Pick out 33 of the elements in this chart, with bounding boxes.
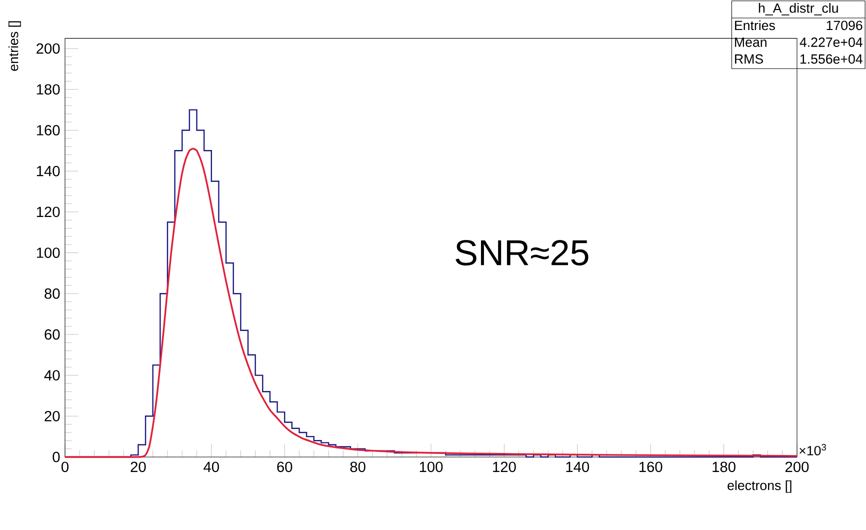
x-tick-label: 100 [420, 462, 443, 472]
x-tick-label: 180 [712, 462, 736, 472]
x-axis-title: electrons [] [728, 480, 792, 493]
annotation: RMS [735, 54, 763, 64]
y-axis-title: entries [] [8, 21, 21, 71]
x-tick-label: 120 [493, 462, 516, 472]
y-tick-label: 0 [52, 452, 60, 462]
y-tick-label: 20 [44, 410, 60, 422]
text: 17096 [826, 20, 862, 30]
y-tick-label: 60 [44, 329, 60, 340]
y-tick-label: 80 [44, 288, 60, 299]
annotation: Mean [735, 38, 766, 47]
x-tick-label: 80 [350, 462, 366, 472]
x-tick-label: 200 [786, 462, 809, 472]
text: ×10$^{3}$ [800, 444, 826, 456]
text: h_A_distr_clu [758, 3, 838, 16]
x-tick-label: 0 [61, 462, 68, 472]
y-tick-label: 180 [36, 84, 60, 95]
x-tick-label: 160 [639, 462, 662, 472]
y-tick-label: 200 [36, 43, 60, 54]
y-tick-label: 140 [36, 166, 60, 176]
x-tick-label: 60 [277, 462, 292, 472]
x-tick-label: 40 [204, 462, 219, 472]
y-tick-label: 120 [36, 206, 60, 218]
text: 4.227e+04 [800, 38, 862, 47]
text: Entries [735, 20, 775, 30]
annotation: SNR≈25 [456, 240, 588, 266]
y-tick-label: 40 [44, 370, 60, 380]
text: 1.556e+04 [800, 54, 862, 64]
x-tick-label: 140 [566, 462, 590, 472]
y-tick-label: 100 [36, 248, 60, 258]
x-tick-label: 20 [130, 462, 146, 472]
y-tick-label: 160 [36, 125, 60, 136]
